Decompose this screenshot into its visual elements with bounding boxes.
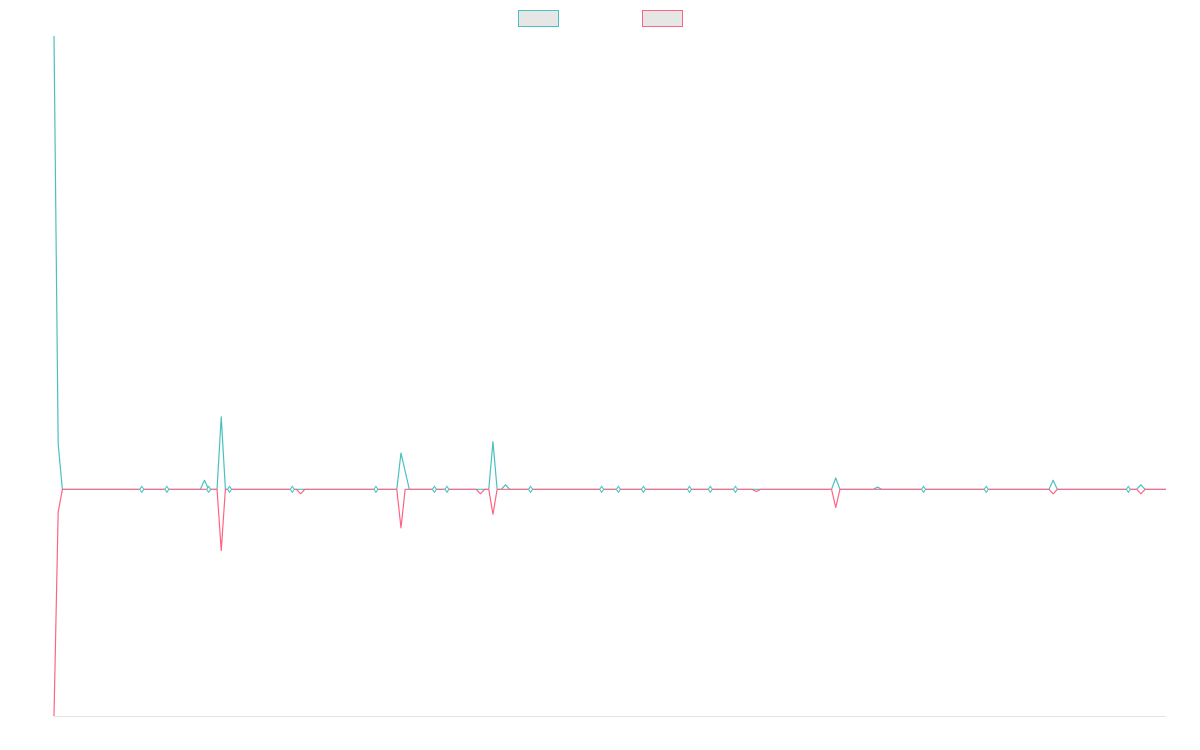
point-marker (226, 485, 233, 494)
point-marker (373, 485, 379, 494)
point-marker (640, 485, 647, 494)
legend-swatch-1 (518, 10, 559, 27)
point-marker (431, 485, 438, 494)
point-marker (444, 485, 450, 494)
point-marker (686, 485, 693, 494)
point-marker (139, 485, 145, 494)
point-marker (164, 485, 170, 494)
point-marker (599, 485, 605, 494)
series-line-1 (53, 35, 1166, 490)
point-marker (1125, 485, 1131, 494)
point-marker (983, 485, 989, 494)
legend-swatch-2 (642, 10, 683, 27)
plot-area (53, 35, 1166, 717)
point-marker (707, 485, 713, 494)
series-line-2 (53, 488, 1166, 717)
point-marker (206, 485, 212, 494)
point-marker (732, 485, 739, 494)
point-marker (615, 485, 621, 494)
legend (518, 10, 683, 27)
point-marker (289, 485, 295, 494)
point-marker (920, 485, 927, 494)
point-marker (527, 485, 534, 494)
